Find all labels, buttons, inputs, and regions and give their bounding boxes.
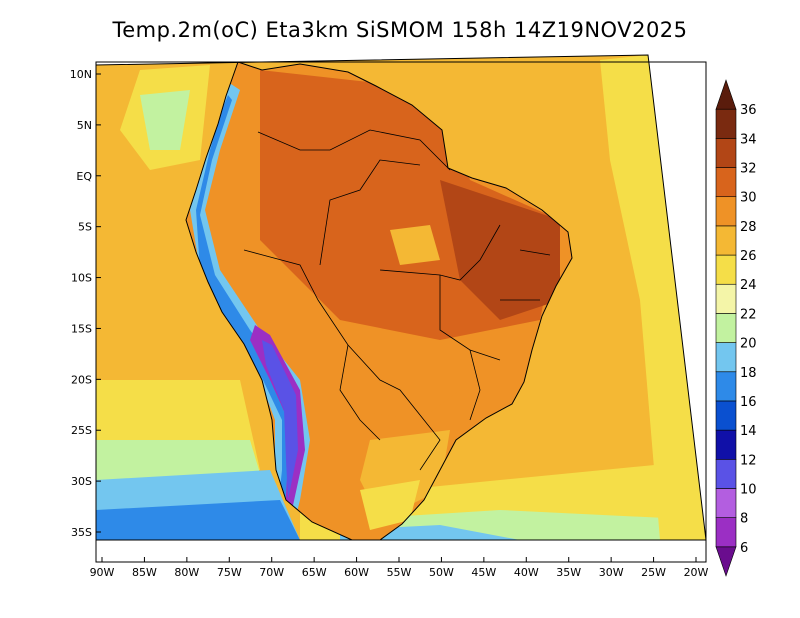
colorbar-segment (715, 196, 737, 227)
lon-tick-label: 70W (259, 566, 284, 579)
lon-tick-label: 20W (684, 566, 709, 579)
lon-tick-label: 45W (471, 566, 496, 579)
lat-tick-label: 20S (71, 373, 92, 386)
colorbar-extend-low (715, 546, 737, 577)
lat-tick-label: 5N (77, 119, 92, 132)
colorbar-label: 16 (740, 395, 757, 410)
lat-tick-label: 30S (71, 475, 92, 488)
colorbar-extend-high (715, 79, 737, 110)
colorbar-label: 24 (740, 278, 757, 293)
lon-tick-label: 50W (429, 566, 454, 579)
colorbar-segment (715, 108, 737, 139)
lon-tick-label: 80W (174, 566, 199, 579)
colorbar-segment (715, 167, 737, 198)
lon-tick-label: 40W (514, 566, 539, 579)
colorbar-segment (715, 138, 737, 168)
colorbar-label: 36 (740, 103, 757, 118)
lon-tick-label: 90W (90, 566, 115, 579)
lat-tick-label: 35S (71, 526, 92, 539)
lat-tick-label: 5S (78, 221, 92, 234)
latitude-axis: 10N 5N EQ 5S 10S 15S 20S 25S 30S 35S (70, 68, 101, 539)
map-title: Temp.2m(oC) Eta3km SiSMOM 158h 14Z19NOV2… (112, 18, 688, 42)
lon-tick-label: 35W (556, 566, 581, 579)
colorbar-segment (715, 458, 737, 489)
lon-tick-label: 25W (641, 566, 666, 579)
colorbar-label: 26 (740, 249, 757, 264)
temperature-field (96, 55, 706, 540)
colorbar-label: 14 (740, 424, 757, 439)
colorbar: 6 8 10 12 14 16 18 20 22 24 26 28 30 32 34 36 (715, 79, 757, 577)
lat-tick-label: 10S (71, 272, 92, 285)
colorbar-segment (715, 517, 737, 548)
lon-tick-label: 55W (387, 566, 412, 579)
colorbar-segment (715, 225, 737, 256)
colorbar-label: 22 (740, 307, 757, 322)
colorbar-label: 20 (740, 337, 757, 352)
lat-tick-label: EQ (76, 170, 92, 183)
colorbar-label: 32 (740, 162, 757, 177)
colorbar-label: 34 (740, 132, 757, 147)
colorbar-segment (715, 371, 737, 402)
lat-tick-label: 25S (71, 424, 92, 437)
colorbar-label: 30 (740, 191, 757, 206)
lon-tick-label: 30W (599, 566, 624, 579)
country-borders (243, 129, 551, 471)
lat-tick-label: 10N (70, 68, 92, 81)
colorbar-label: 12 (740, 453, 757, 468)
lon-tick-label: 60W (344, 566, 369, 579)
colorbar-segment (715, 400, 737, 431)
colorbar-segment (715, 254, 737, 285)
colorbar-segment (715, 429, 737, 460)
colorbar-label: 8 (740, 512, 748, 527)
lon-tick-label: 75W (217, 566, 242, 579)
plot-border (95, 61, 707, 563)
colorbar-label: 28 (740, 220, 757, 235)
colorbar-label: 18 (740, 366, 757, 381)
colorbar-label: 6 (740, 541, 748, 556)
lon-tick-label: 65W (302, 566, 327, 579)
colorbar-segment (715, 342, 737, 373)
colorbar-segment (715, 488, 737, 518)
longitude-axis: 90W 85W 80W 75W 70W 65W 60W 55W 50W 45W 40W 35W 30W 2… (90, 557, 709, 579)
lat-tick-label: 15S (71, 322, 92, 335)
colorbar-segment (715, 283, 737, 314)
lon-tick-label: 85W (132, 566, 157, 579)
colorbar-segment (715, 313, 737, 343)
colorbar-label: 10 (740, 482, 757, 497)
